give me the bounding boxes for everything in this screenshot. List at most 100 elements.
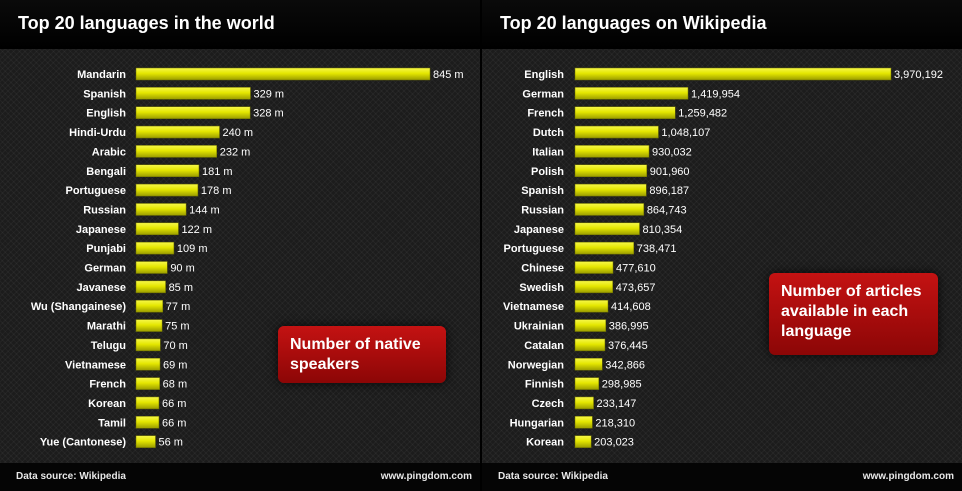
right-bar (574, 435, 592, 448)
left-value-label: 77 m (166, 301, 190, 313)
right-bar (574, 125, 659, 139)
right-value-label: 930,032 (652, 146, 692, 158)
right-value-label: 414,608 (611, 301, 651, 313)
right-category-label: Vietnamese (503, 301, 564, 313)
right-value-label: 1,048,107 (661, 127, 710, 139)
right-bar (574, 241, 635, 255)
left-value-label: 232 m (220, 146, 251, 158)
right-value-label: 473,657 (616, 282, 656, 294)
left-bar (135, 377, 160, 390)
right-value-label: 218,310 (595, 417, 635, 429)
right-value-label: 738,471 (637, 243, 677, 255)
right-footer (482, 463, 962, 491)
left-category-label: Japanese (76, 224, 126, 236)
left-category-label: Spanish (83, 88, 126, 100)
right-category-label: Finnish (525, 379, 564, 391)
right-site-link[interactable]: www.pingdom.com (862, 471, 954, 482)
right-bar (574, 67, 892, 81)
right-bar (574, 416, 593, 429)
left-bar (135, 261, 168, 274)
right-category-label: Hungarian (510, 417, 565, 429)
left-bar (135, 145, 217, 158)
left-value-label: 66 m (162, 417, 186, 429)
left-value-label: 75 m (165, 321, 189, 333)
left-value-label: 90 m (170, 263, 194, 275)
right-bar (574, 319, 607, 332)
left-bar (135, 106, 251, 119)
right-bar (574, 280, 613, 294)
left-value-label: 69 m (163, 359, 187, 371)
left-title-bar (0, 0, 480, 49)
right-category-label: Chinese (521, 263, 564, 275)
right-value-label: 901,960 (650, 166, 690, 178)
right-bar (574, 164, 648, 177)
right-panel: Top 20 languages on Wikipedia English 3,9… (482, 0, 962, 491)
right-bar (574, 183, 647, 197)
right-category-label: Spanish (521, 185, 564, 197)
left-value-label: 122 m (181, 224, 212, 236)
left-category-label: Bengali (86, 166, 126, 178)
right-bar (574, 299, 609, 313)
left-value-label: 181 m (202, 166, 233, 178)
right-category-label: French (527, 108, 564, 120)
right-value-label: 386,995 (609, 321, 649, 333)
right-value-label: 233,147 (597, 398, 637, 410)
right-category-label: English (524, 69, 564, 81)
left-bar (135, 338, 161, 352)
left-category-label: Punjabi (86, 243, 126, 255)
right-value-label: 298,985 (602, 379, 642, 391)
left-value-label: 70 m (163, 340, 187, 352)
right-bar (574, 145, 650, 158)
left-bar (135, 299, 164, 313)
left-bar (135, 358, 161, 371)
right-category-label: Swedish (519, 282, 564, 294)
right-value-label: 1,419,954 (691, 88, 740, 100)
right-category-label: Portuguese (503, 243, 564, 255)
right-value-label: 3,970,192 (894, 69, 943, 81)
right-data-source: Data source: Wikipedia (498, 471, 608, 482)
left-value-label: 56 m (158, 437, 182, 449)
left-category-label: Yue (Cantonese) (40, 437, 127, 449)
right-value-label: 1,259,482 (678, 108, 727, 120)
right-value-label: 810,354 (642, 224, 682, 236)
left-category-label: Marathi (87, 321, 126, 333)
right-title-bar (482, 0, 962, 49)
left-callout: Number of native speakers (278, 326, 446, 383)
left-category-label: German (84, 263, 126, 275)
left-site-link[interactable]: www.pingdom.com (380, 471, 472, 482)
right-category-label: Italian (532, 146, 564, 158)
right-bar-chart: English 3,970,192 German 1,419,954 French 1,2… (503, 67, 943, 449)
right-bar (574, 203, 645, 216)
right-category-label: Russian (521, 204, 564, 216)
left-bar (135, 125, 220, 139)
left-value-label: 109 m (177, 243, 208, 255)
left-category-label: English (86, 108, 126, 120)
right-value-label: 477,610 (616, 263, 656, 275)
right-category-label: German (522, 88, 564, 100)
left-bar (135, 87, 251, 100)
right-category-label: Czech (532, 398, 565, 410)
left-bar (135, 396, 160, 410)
right-bar (574, 106, 676, 119)
left-data-source: Data source: Wikipedia (16, 471, 126, 482)
right-value-label: 864,743 (647, 204, 687, 216)
right-callout: Number of articles available in each lan… (769, 273, 938, 355)
left-category-label: Hindi-Urdu (69, 127, 126, 139)
left-category-label: Tamil (98, 417, 126, 429)
right-value-label: 376,445 (608, 340, 648, 352)
left-bar (135, 183, 199, 197)
right-category-label: Korean (526, 437, 564, 449)
right-category-label: Ukrainian (514, 321, 564, 333)
left-category-label: Arabic (92, 146, 126, 158)
right-bar (574, 261, 614, 274)
left-value-label: 329 m (253, 88, 284, 100)
left-value-label: 178 m (201, 185, 232, 197)
right-category-label: Polish (531, 166, 564, 178)
left-bar-chart: Mandarin 845 m Spanish 329 m English 328 m Hin… (31, 67, 464, 449)
left-bar (135, 319, 163, 332)
left-category-label: Vietnamese (65, 359, 126, 371)
right-value-label: 203,023 (594, 437, 634, 449)
left-value-label: 85 m (169, 282, 193, 294)
right-category-label: Norwegian (508, 359, 565, 371)
left-category-label: Telugu (91, 340, 126, 352)
